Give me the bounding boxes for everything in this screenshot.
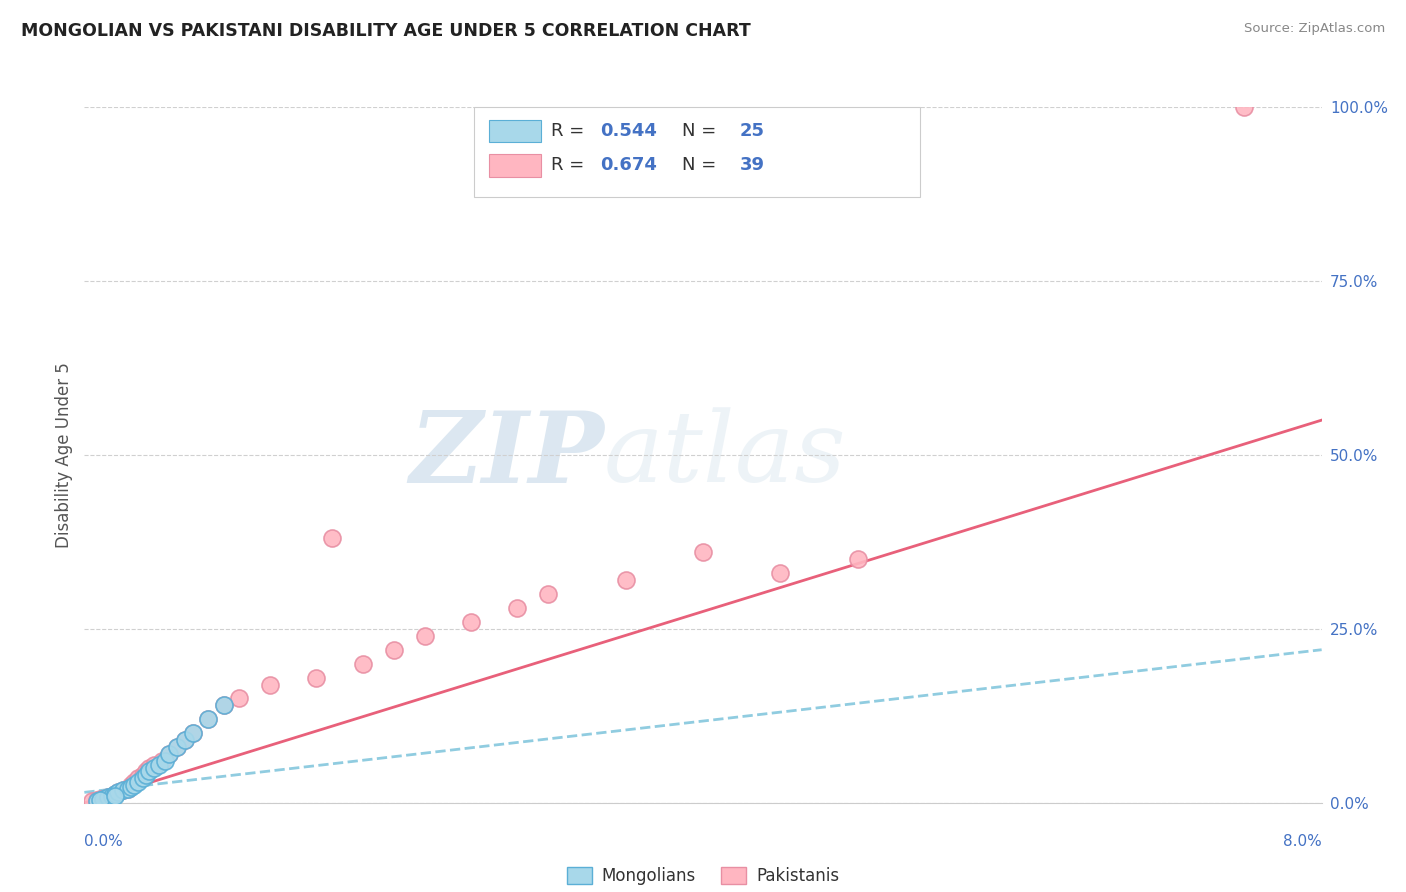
Point — [305, 671, 328, 685]
Text: ZIP: ZIP — [409, 407, 605, 503]
Text: atlas: atlas — [605, 408, 846, 502]
Point — [135, 768, 157, 782]
Point — [89, 792, 111, 806]
Point — [143, 757, 166, 772]
Point — [138, 764, 160, 779]
Point — [117, 781, 139, 796]
Point — [228, 691, 250, 706]
Point — [122, 778, 145, 792]
Text: 25: 25 — [740, 121, 765, 140]
Point — [321, 532, 343, 546]
Point — [104, 788, 127, 802]
Point — [120, 780, 142, 795]
Point — [120, 778, 142, 792]
Point — [138, 761, 160, 775]
Point — [174, 733, 197, 747]
Point — [174, 733, 197, 747]
Legend: Mongolians, Pakistanis: Mongolians, Pakistanis — [560, 861, 846, 892]
Point — [846, 552, 869, 566]
Point — [107, 785, 129, 799]
Point — [197, 712, 219, 726]
Text: MONGOLIAN VS PAKISTANI DISABILITY AGE UNDER 5 CORRELATION CHART: MONGOLIAN VS PAKISTANI DISABILITY AGE UN… — [21, 22, 751, 40]
Point — [614, 573, 637, 587]
Text: R =: R = — [551, 121, 589, 140]
Point — [1233, 100, 1256, 114]
Text: N =: N = — [682, 156, 721, 175]
Point — [135, 764, 157, 779]
Text: N =: N = — [682, 121, 721, 140]
Text: 0.544: 0.544 — [600, 121, 657, 140]
Point — [197, 712, 219, 726]
Text: 0.0%: 0.0% — [84, 834, 124, 849]
Text: 0.674: 0.674 — [600, 156, 657, 175]
Point — [153, 754, 176, 768]
Point — [132, 768, 155, 782]
Point — [148, 757, 170, 772]
Point — [112, 783, 135, 797]
Point — [82, 794, 104, 808]
Point — [117, 781, 139, 796]
Point — [382, 642, 405, 657]
Point — [96, 790, 120, 805]
Point — [166, 740, 188, 755]
Point — [159, 747, 181, 761]
Point — [104, 789, 127, 803]
Point — [212, 698, 235, 713]
Point — [86, 793, 108, 807]
Point — [104, 788, 127, 802]
Text: 8.0%: 8.0% — [1282, 834, 1322, 849]
Point — [128, 772, 150, 786]
Point — [132, 772, 155, 786]
Point — [460, 615, 482, 629]
Point — [259, 677, 281, 691]
Point — [91, 791, 114, 805]
Point — [352, 657, 374, 671]
Y-axis label: Disability Age Under 5: Disability Age Under 5 — [55, 362, 73, 548]
Point — [122, 775, 145, 789]
Point — [537, 587, 560, 601]
FancyBboxPatch shape — [489, 120, 541, 142]
FancyBboxPatch shape — [489, 154, 541, 177]
Point — [413, 629, 436, 643]
Point — [506, 601, 529, 615]
Point — [89, 793, 111, 807]
Point — [181, 726, 204, 740]
Point — [86, 794, 108, 808]
Point — [128, 775, 150, 789]
Point — [96, 790, 120, 805]
Point — [91, 792, 114, 806]
Point — [166, 740, 188, 755]
Point — [181, 726, 204, 740]
Point — [101, 789, 124, 803]
Point — [101, 789, 124, 803]
Point — [692, 545, 714, 559]
Point — [112, 783, 135, 797]
Point — [159, 747, 181, 761]
Text: 39: 39 — [740, 156, 765, 175]
Point — [107, 785, 129, 799]
Text: R =: R = — [551, 156, 589, 175]
Point — [212, 698, 235, 713]
Point — [769, 566, 792, 581]
Point — [150, 754, 173, 768]
Point — [143, 761, 166, 775]
Text: Source: ZipAtlas.com: Source: ZipAtlas.com — [1244, 22, 1385, 36]
FancyBboxPatch shape — [474, 107, 920, 197]
